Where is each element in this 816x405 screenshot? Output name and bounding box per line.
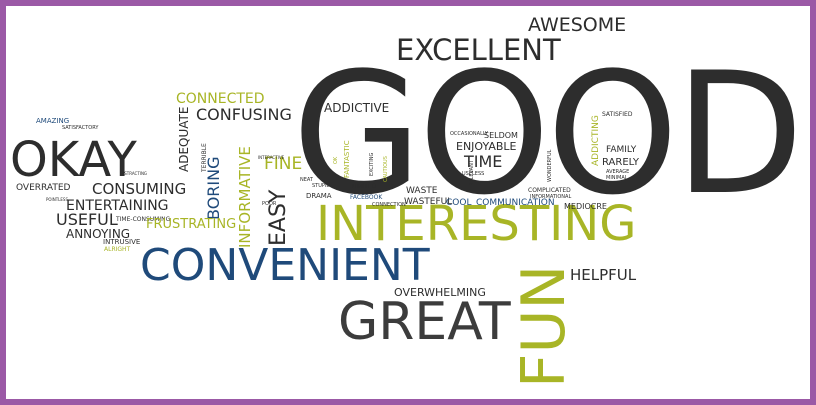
word-family: FAMILY [606, 145, 637, 155]
word-informational: INFORMATIONAL [530, 194, 572, 200]
word-wonderful: WONDERFUL [547, 149, 553, 182]
word-fun: FUN [509, 264, 579, 388]
word-time: TIME [464, 152, 503, 171]
word-drama: DRAMA [306, 192, 332, 200]
word-connected: CONNECTED [176, 91, 265, 107]
word-cautious: CAUTIOUS [383, 156, 389, 182]
word-annoying: ANNOYING [66, 227, 131, 241]
word-good: GOOD [292, 36, 804, 232]
word-satisfactory: SATISFACTORY [62, 125, 99, 131]
word-interesting: INTERESTING [316, 196, 637, 252]
word-exciting: EXCITING [369, 152, 375, 176]
word-interactive: INTERACTIVE [258, 155, 285, 160]
word-occasionally: OCCASIONALLY [450, 131, 489, 137]
word-alright: ALRIGHT [104, 246, 131, 253]
word-mediocre: MEDIOCRE [564, 202, 607, 211]
word-fine: FINE [264, 154, 303, 174]
word-minimal: MINIMAL [606, 175, 628, 181]
word-overrated: OVERRATED [16, 183, 71, 193]
word-entertaining: ENTERTAINING [66, 198, 169, 214]
word-easy: EASY [266, 189, 291, 246]
word-enjoyable: ENJOYABLE [456, 140, 517, 153]
word-distracting: DISTRACTING [120, 171, 148, 176]
word-addicting: ADDICTING [591, 115, 601, 166]
word-excellent: EXCELLENT [396, 33, 561, 67]
word-intrusive: INTRUSIVE [103, 238, 141, 246]
word-okay: OKAY [10, 132, 137, 188]
word-great: GREAT [338, 292, 511, 352]
word-overwhelming: OVERWHELMING [394, 286, 486, 299]
word-informative: INFORMATIVE [236, 146, 254, 248]
word-helpful: HELPFUL [570, 266, 637, 284]
word-stupid: STUPID [312, 183, 331, 189]
word-connection: CONNECTION [372, 202, 406, 208]
word-useless: USELESS [462, 171, 485, 177]
word-fantastic: FANTASTIC [343, 140, 351, 178]
word-addictive: ADDICTIVE [324, 101, 390, 115]
word-useful: USEFUL [56, 210, 118, 229]
word-waste: WASTE [406, 186, 438, 196]
word-time-consuming: TIME-CONSUMING [116, 216, 171, 223]
word-convenient: CONVENIENT [140, 240, 430, 291]
word-neat: NEAT [300, 177, 313, 183]
word-consuming: CONSUMING [92, 180, 187, 198]
word-confusing: CONFUSING [196, 105, 292, 124]
word-cool-small: OK [333, 156, 339, 164]
word-average: AVERAGE [606, 169, 630, 175]
word-limited: LIMITED [352, 183, 377, 190]
word-frustrating: FRUSTRATING [146, 217, 237, 232]
word-pointless: POINTLESS [46, 197, 69, 202]
word-cloud: GOOD EXCELLENT AWESOME OKAY INTERESTING … [6, 6, 810, 399]
word-adequate: ADEQUATE [177, 106, 191, 172]
word-satisfied: SATISFIED [602, 111, 633, 118]
word-complicated: COMPLICATED [528, 187, 571, 194]
word-wasteful: WASTEFUL [404, 197, 453, 207]
word-cool: COOL [446, 198, 472, 208]
word-communication: COMMUNICATION [476, 198, 555, 208]
word-facebook: FACEBOOK [350, 194, 383, 201]
word-rarely: RARELY [602, 157, 640, 168]
word-seldom: SELDOM [484, 131, 518, 140]
word-poor: POOR [262, 201, 277, 207]
word-boring: BORING [204, 156, 223, 221]
word-amazing: AMAZING [36, 117, 70, 125]
word-awesome: AWESOME [528, 14, 627, 36]
